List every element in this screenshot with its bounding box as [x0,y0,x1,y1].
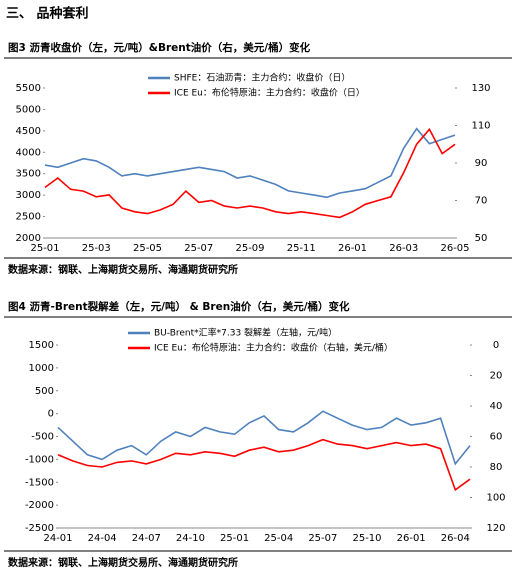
y-tick-label: -500 [31,432,54,443]
x-tick-label: 26-01 [397,533,426,544]
y-tick-label: 4000 [16,147,41,158]
y2-tick-label: 100 [486,493,505,504]
x-tick-label: 25-01 [220,533,249,544]
x-tick-label: 24-10 [176,533,205,544]
y2-tick-label: 110 [471,121,490,132]
legend-label: BU-Brent*汇率*7.33 裂解差（左轴，元/吨） [154,327,337,339]
x-tick-label: 25-11 [287,243,316,254]
y2-tick-label: 90 [475,158,488,169]
x-tick-label: 25-01 [30,243,59,254]
x-tick-label: 24-01 [43,533,72,544]
y-tick-label: 3500 [16,169,41,180]
y2-tick-label: 120 [486,523,505,534]
y-tick-label: -2000 [25,500,54,511]
y2-tick-label: 60 [490,432,503,443]
x-tick-label: 25-03 [82,243,111,254]
y2-tick-label: 70 [475,196,488,207]
y2-tick-label: 130 [471,83,490,94]
legend-label: ICE Eu：布伦特原油：主力合约：收盘价（日） [174,87,365,99]
y-tick-label: 1500 [29,340,54,351]
x-tick-label: 26-01 [338,243,367,254]
series-line [44,127,456,219]
series-line [57,438,471,492]
figure-caption: 图4 沥青-Brent裂解差（左，元/吨） & Bren油价（右，美元/桶）变化 [8,300,350,313]
x-tick-label: 25-04 [264,533,293,544]
x-tick-label: 24-04 [88,533,117,544]
series-line [44,127,456,199]
x-tick-label: 25-07 [308,533,337,544]
y-tick-label: -2500 [25,523,54,534]
legend-label: SHFE：石油沥青：主力合约：收盘价（日） [174,72,350,84]
y-tick-label: 0 [48,409,54,420]
x-tick-label: 25-10 [352,533,381,544]
y-tick-label: 5000 [16,104,41,115]
y-tick-label: -1000 [25,454,54,465]
figure-caption: 图3 沥青收盘价（左，元/吨）&Brent油价（右，美元/桶）变化 [8,41,311,54]
y-tick-label: 1000 [29,363,54,374]
y-tick-label: 2500 [16,212,41,223]
y-tick-label: 2000 [16,233,41,244]
legend-label: ICE Eu：布伦特原油：主力合约：收盘价（右轴，美元/桶） [154,342,393,354]
figure-source: 数据来源：钢联、上海期货交易所、海通期货研究所 [8,556,238,569]
y2-tick-label: 40 [490,401,503,412]
x-tick-label: 25-07 [184,243,213,254]
y-tick-label: 3000 [16,190,41,201]
y2-tick-label: 80 [490,462,503,473]
series-line [57,410,471,466]
y-tick-label: 5500 [16,83,41,94]
x-tick-label: 26-05 [440,243,469,254]
x-tick-label: 25-05 [133,243,162,254]
section-heading: 三、 品种套利 [6,6,89,22]
x-tick-label: 26-04 [441,533,470,544]
y2-tick-label: 50 [475,233,488,244]
y2-tick-label: 0 [493,340,499,351]
y2-tick-label: 20 [490,371,503,382]
x-tick-label: 26-03 [389,243,418,254]
y-tick-label: 500 [35,386,54,397]
x-tick-label: 24-07 [132,533,161,544]
y-tick-label: 4500 [16,126,41,137]
figure-source: 数据来源：钢联、上海期货交易所、海通期货研究所 [8,263,238,276]
y-tick-label: -1500 [25,477,54,488]
x-tick-label: 25-09 [235,243,264,254]
